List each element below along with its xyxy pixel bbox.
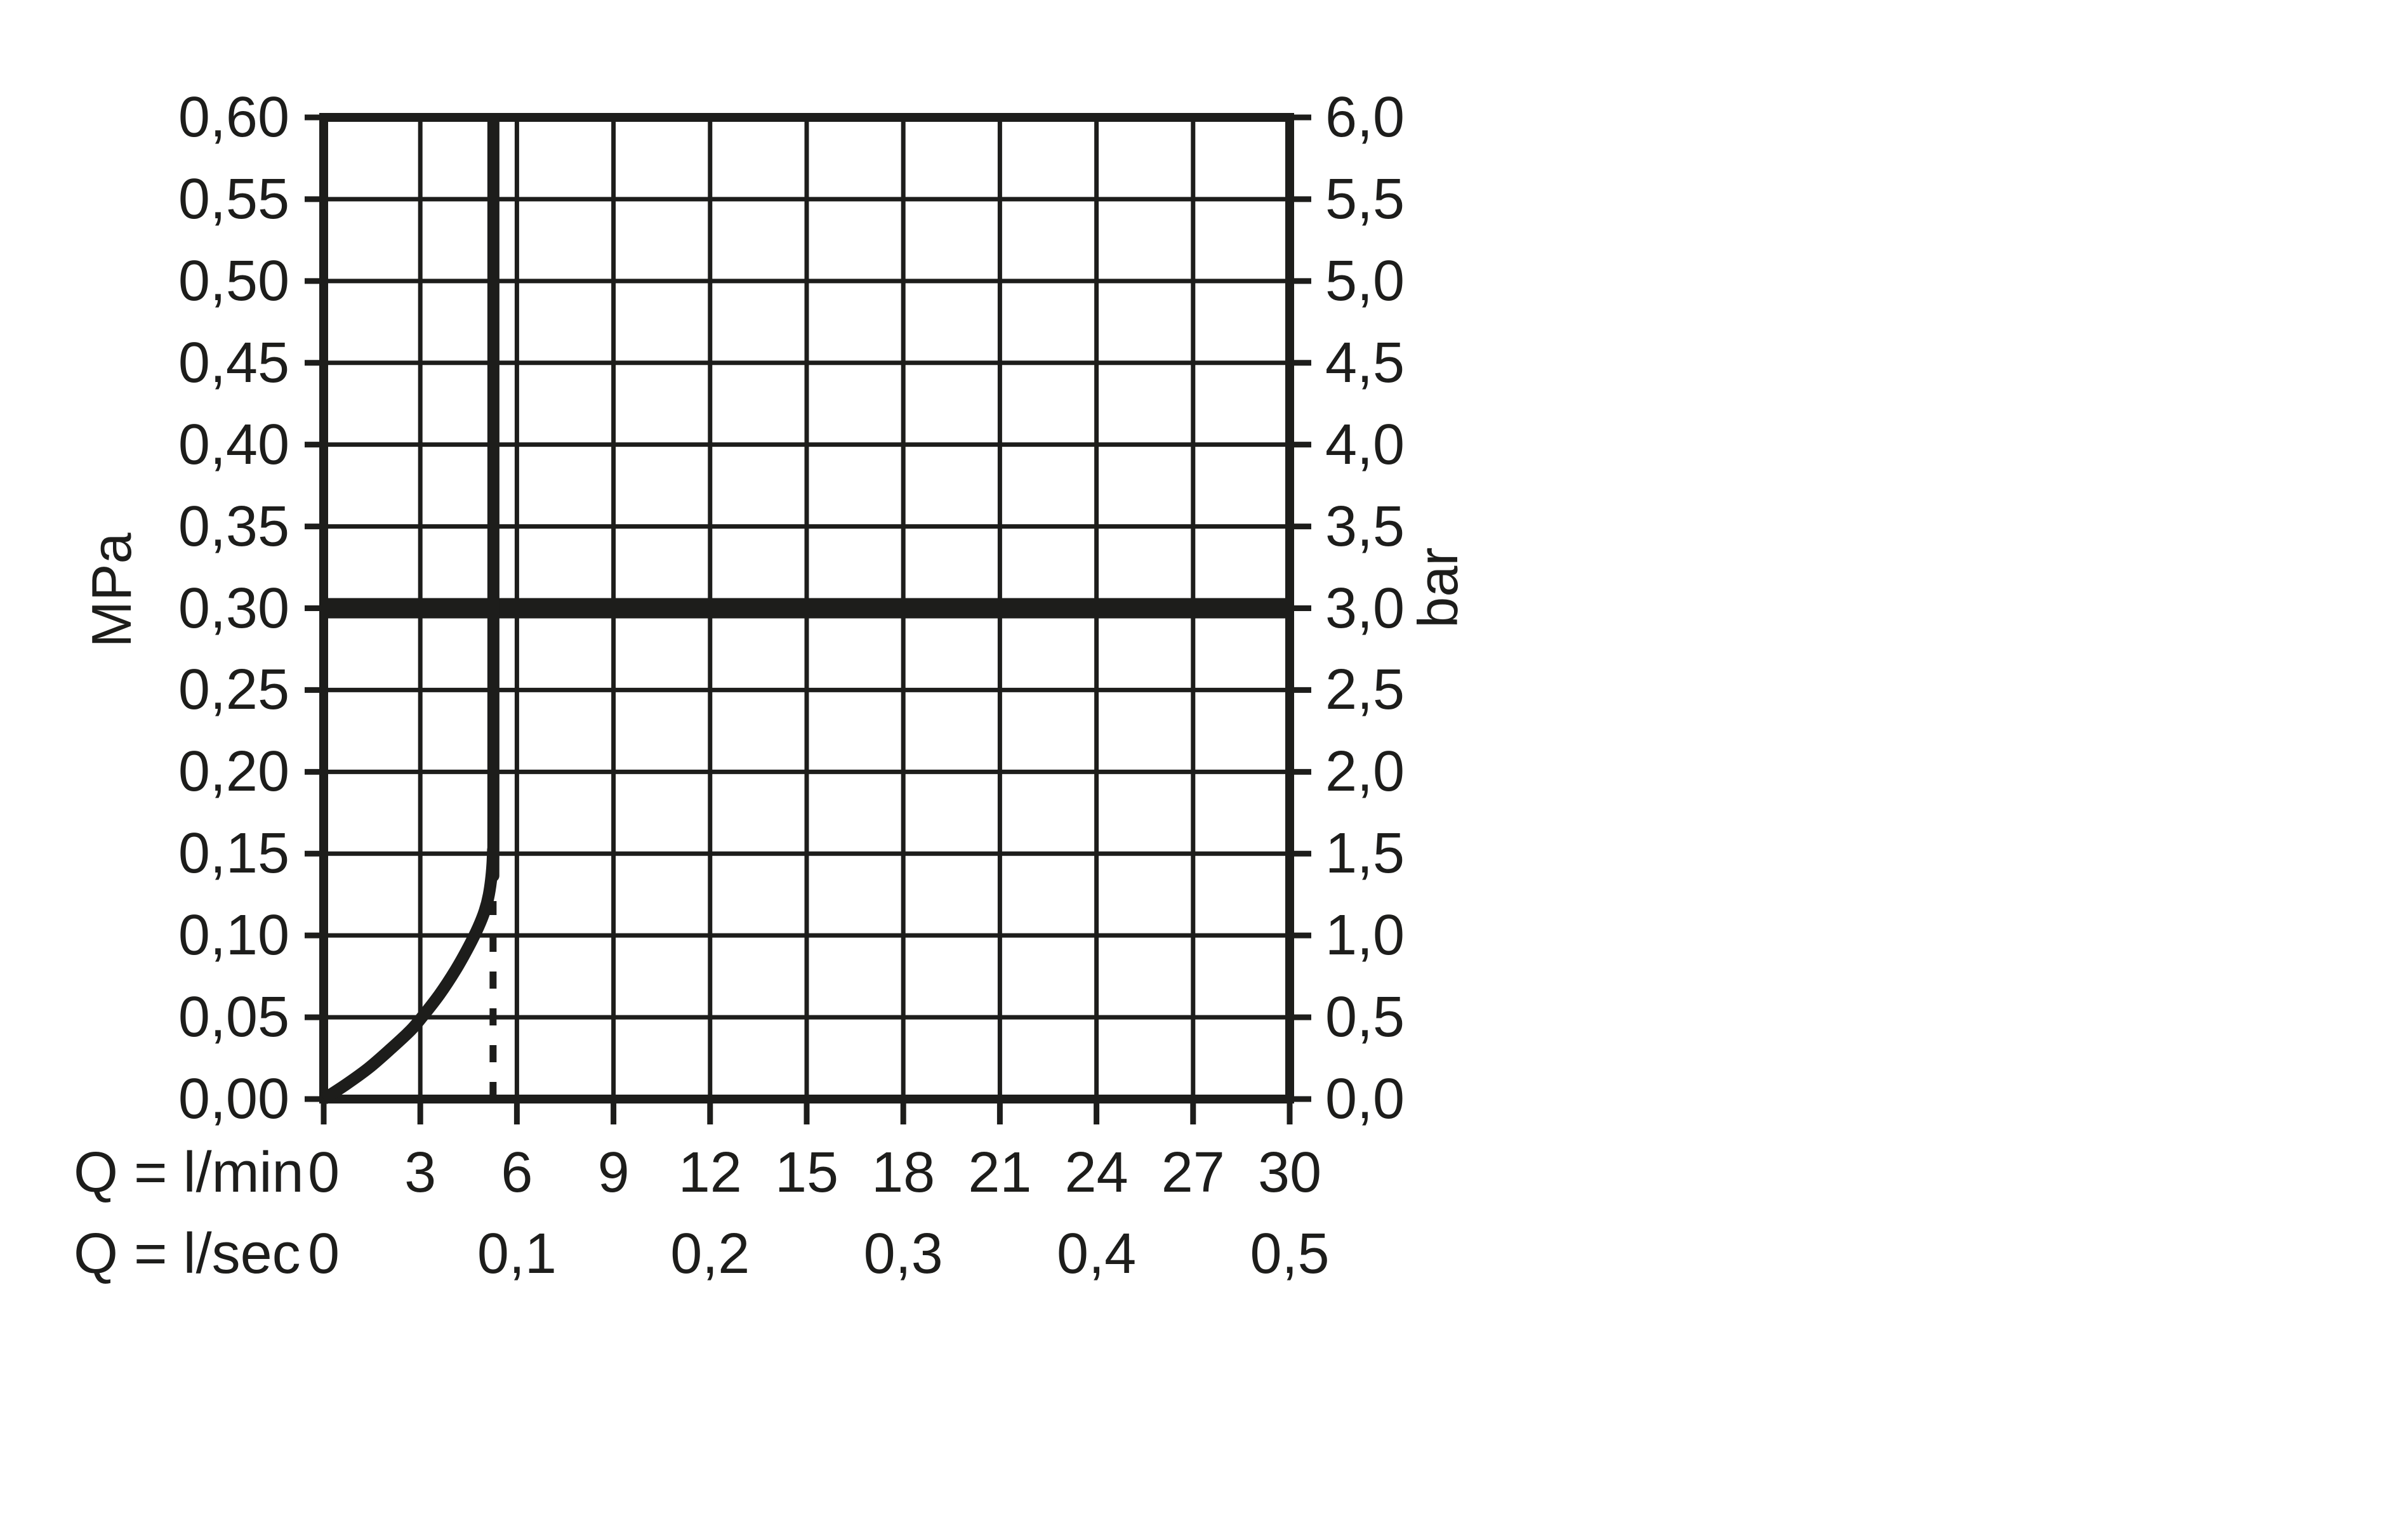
x-lmin-tick-label: 30 — [1257, 1141, 1322, 1204]
x-lmin-tick-label: 3 — [404, 1141, 437, 1204]
y-right-tick-label: 0,0 — [1325, 1067, 1405, 1131]
y-left-tick-label: 0,40 — [178, 412, 289, 477]
y-right-tick-label: 2,5 — [1325, 658, 1405, 722]
x-lmin-tick-label: 0 — [307, 1141, 340, 1204]
y-right-tick-label: 1,0 — [1325, 904, 1405, 968]
x-axis-lsec-name: Q = l/sec — [74, 1222, 301, 1286]
flow-pressure-curve — [320, 117, 499, 1104]
x-lmin-tick-label: 9 — [597, 1141, 630, 1204]
y-right-tick-label: 1,5 — [1325, 822, 1405, 886]
x-lsec-tick-label: 0,3 — [863, 1222, 943, 1286]
y-left-tick-label: 0,15 — [178, 822, 289, 886]
y-right-tick-label: 6,0 — [1325, 86, 1405, 149]
x-lmin-tick-label: 15 — [774, 1141, 839, 1204]
y-left-tick-label: 0,20 — [178, 740, 289, 804]
y-left-tick-label: 0,35 — [178, 494, 289, 558]
y-left-tick-label: 0,10 — [178, 904, 289, 968]
y-right-tick-label: 5,0 — [1325, 249, 1405, 313]
x-lsec-tick-label: 0 — [307, 1222, 340, 1286]
x-axis-lmin-name: Q = l/min — [74, 1141, 304, 1204]
x-lmin-tick-label: 6 — [501, 1141, 533, 1204]
y-left-tick-label: 0,30 — [178, 576, 289, 640]
y-right-tick-label: 2,0 — [1325, 740, 1405, 804]
x-lsec-tick-label: 0,5 — [1250, 1222, 1330, 1286]
y-right-tick-label: 4,0 — [1325, 412, 1405, 477]
y-axis-right-unit: bar — [1406, 547, 1469, 628]
y-left-tick-label: 0,45 — [178, 331, 289, 395]
y-right-tick-label: 3,5 — [1325, 494, 1405, 558]
x-lmin-tick-label: 21 — [968, 1141, 1032, 1204]
x-lmin-tick-label: 12 — [678, 1141, 742, 1204]
y-left-tick-label: 0,25 — [178, 658, 289, 722]
x-lsec-tick-label: 0,2 — [670, 1222, 750, 1286]
y-left-tick-label: 0,00 — [178, 1067, 289, 1131]
y-right-tick-label: 5,5 — [1325, 167, 1405, 231]
y-left-tick-label: 0,60 — [178, 86, 289, 149]
y-right-tick-label: 3,0 — [1325, 576, 1405, 640]
y-left-tick-label: 0,55 — [178, 167, 289, 231]
y-left-tick-label: 0,50 — [178, 249, 289, 313]
y-left-tick-label: 0,05 — [178, 985, 289, 1050]
x-lsec-tick-label: 0,1 — [477, 1222, 557, 1286]
x-lsec-tick-label: 0,4 — [1057, 1222, 1137, 1286]
y-axis-left-unit: MPa — [80, 532, 143, 648]
x-lmin-tick-label: 18 — [871, 1141, 936, 1204]
x-lmin-tick-label: 24 — [1064, 1141, 1128, 1204]
x-lmin-tick-label: 27 — [1161, 1141, 1225, 1204]
y-right-tick-label: 4,5 — [1325, 331, 1405, 395]
y-right-tick-label: 0,5 — [1325, 985, 1405, 1050]
